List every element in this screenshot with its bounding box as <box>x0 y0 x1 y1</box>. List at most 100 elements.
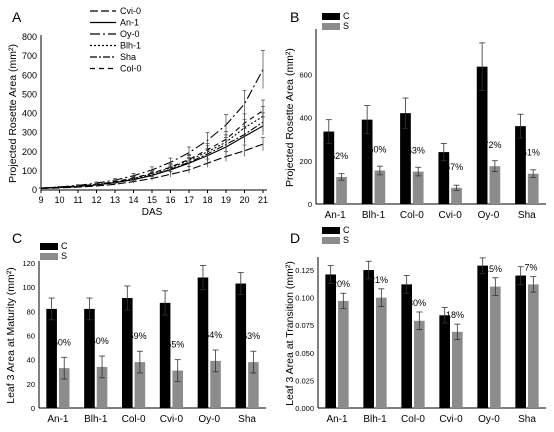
y-tick-label-c-3: 60 <box>27 332 35 341</box>
y-tick-label-d-1: 0.025 <box>295 376 314 385</box>
x-tick-label-a-4: 13 <box>110 195 120 205</box>
percent-label-c-an-1: 60% <box>53 337 71 347</box>
x-tick-label-d-0: An-1 <box>326 414 348 425</box>
x-tick-label-c-5: Sha <box>238 414 256 425</box>
x-tick-label-b-1: Blh-1 <box>362 210 386 221</box>
percent-label-b-an-1: 62% <box>330 151 348 161</box>
bar-c-col-0 <box>401 284 412 408</box>
bar-c-an-1 <box>323 131 335 204</box>
bar-c-col-0 <box>400 113 411 204</box>
legend-label-d-s: S <box>343 235 349 245</box>
bar-s-col-0 <box>412 171 424 204</box>
bar-s-sha <box>248 362 259 408</box>
y-tick-label-a-8: 800 <box>22 32 37 42</box>
series-line-cvi-0 <box>40 143 264 190</box>
bar-s-blh-1 <box>96 366 108 408</box>
x-tick-label-b-4: Oy-0 <box>478 210 500 221</box>
percent-label-c-cvi-0: 65% <box>166 340 184 350</box>
bar-c-cvi-0 <box>439 315 450 408</box>
legend-label-blh-1: Blh-1 <box>120 41 141 51</box>
percent-label-b-blh-1: 60% <box>368 144 386 154</box>
x-tick-label-a-1: 10 <box>54 195 64 205</box>
bar-s-sha <box>528 284 539 408</box>
y-tick-label-c-0: 0 <box>31 404 35 413</box>
y-axis-label-b: Projected Rosette Area (mm²) <box>284 48 296 187</box>
percent-label-c-col-0: 59% <box>129 331 147 341</box>
bar-c-blh-1 <box>363 270 374 408</box>
percent-label-c-oy-0: 64% <box>204 330 222 340</box>
y-tick-label-d-2: 0.050 <box>295 349 314 358</box>
chart-panel-d: D 0.000 0.025 0.050 0.075 0.100 0.125 An-1 20% Bl… <box>290 225 546 425</box>
panel-letter-d: D <box>290 230 300 246</box>
bar-c-an-1 <box>46 308 57 408</box>
percent-label-d-blh-1: 21% <box>370 275 388 285</box>
legend-label-b-s: S <box>343 21 349 31</box>
x-tick-label-a-7: 16 <box>165 195 175 205</box>
y-tick-label-a-4: 400 <box>22 109 37 119</box>
bar-s-oy-0 <box>210 360 221 408</box>
bar-s-oy-0 <box>490 286 501 408</box>
x-tick-label-a-11: 20 <box>239 195 249 205</box>
legend-label-sha: Sha <box>120 52 136 62</box>
bar-c-col-0 <box>121 298 133 408</box>
y-tick-label-b-0: 0 <box>308 200 312 209</box>
panel-letter-b: B <box>290 9 299 25</box>
legend-swatch-d-s <box>322 237 340 244</box>
percent-label-d-sha: 7% <box>524 263 537 273</box>
chart-panel-b: B 0 200 400 600 An-1 62% Blh-1 60% Col-0 63% Cvi-0 6… <box>290 9 546 221</box>
bar-s-col-0 <box>134 362 146 408</box>
x-tick-label-b-5: Sha <box>518 210 536 221</box>
bar-c-oy-0 <box>476 66 488 205</box>
bar-c-cvi-0 <box>438 152 450 204</box>
percent-label-b-cvi-0: 67% <box>445 162 463 172</box>
y-tick-label-a-6: 600 <box>22 70 37 80</box>
panel-letter-c: C <box>12 230 22 246</box>
y-tick-label-a-2: 200 <box>22 147 37 157</box>
y-tick-label-d-0: 0.000 <box>295 404 314 413</box>
bar-c-sha <box>515 275 526 408</box>
x-tick-label-a-6: 15 <box>147 195 157 205</box>
y-axis-label-c: Leaf 3 Area at Maturity (mm²) <box>5 267 17 404</box>
bar-s-blh-1 <box>374 170 386 204</box>
panel-letter-a: A <box>12 9 22 25</box>
y-tick-label-d-5: 0.125 <box>295 266 314 275</box>
legend-swatch-b-c <box>322 13 340 20</box>
x-tick-label-c-1: Blh-1 <box>84 414 108 425</box>
percent-label-b-col-0: 63% <box>407 146 425 156</box>
y-axis-label-a: Projected Rosette Area (mm²) <box>7 44 19 183</box>
x-tick-label-c-0: An-1 <box>47 414 69 425</box>
percent-label-d-cvi-0: 18% <box>446 310 464 320</box>
x-tick-label-d-1: Blh-1 <box>363 414 387 425</box>
bar-c-sha <box>235 283 247 408</box>
x-tick-label-a-3: 12 <box>91 195 101 205</box>
x-tick-label-c-3: Cvi-0 <box>160 414 184 425</box>
legend-label-c-c: C <box>61 241 68 251</box>
legend-label-c-s: S <box>61 251 67 261</box>
x-tick-label-a-0: 9 <box>38 195 43 205</box>
y-tick-label-d-4: 0.100 <box>295 294 314 303</box>
y-tick-label-c-5: 100 <box>22 283 35 292</box>
bar-s-cvi-0 <box>451 187 462 204</box>
y-tick-label-d-3: 0.075 <box>295 321 314 330</box>
legend-label-d-c: C <box>343 225 350 235</box>
y-axis-label-d: Leaf 3 Area at Transition (mm²) <box>284 261 296 406</box>
x-tick-label-a-10: 19 <box>221 195 231 205</box>
legend-swatch-c-c <box>40 243 58 250</box>
y-tick-label-a-7: 700 <box>22 51 37 61</box>
x-axis-label-a: DAS <box>142 207 163 218</box>
x-tick-label-d-2: Col-0 <box>401 414 425 425</box>
chart-panel-c: C 0 20 40 60 80 100 120 An-1 60% Blh-1 60% Col-0 59% C… <box>12 230 266 425</box>
x-tick-label-d-3: Cvi-0 <box>439 414 463 425</box>
x-tick-label-a-8: 17 <box>184 195 194 205</box>
x-tick-label-b-0: An-1 <box>325 210 347 221</box>
bar-c-blh-1 <box>361 119 373 204</box>
x-tick-label-d-4: Oy-0 <box>478 414 500 425</box>
y-tick-label-a-3: 300 <box>22 128 37 138</box>
bar-s-cvi-0 <box>172 370 184 408</box>
percent-label-b-sha: 61% <box>522 148 540 158</box>
x-tick-label-d-5: Sha <box>518 414 536 425</box>
x-tick-label-c-4: Oy-0 <box>198 414 220 425</box>
bar-c-an-1 <box>325 274 336 408</box>
legend-label-cvi-0: Cvi-0 <box>120 6 141 16</box>
